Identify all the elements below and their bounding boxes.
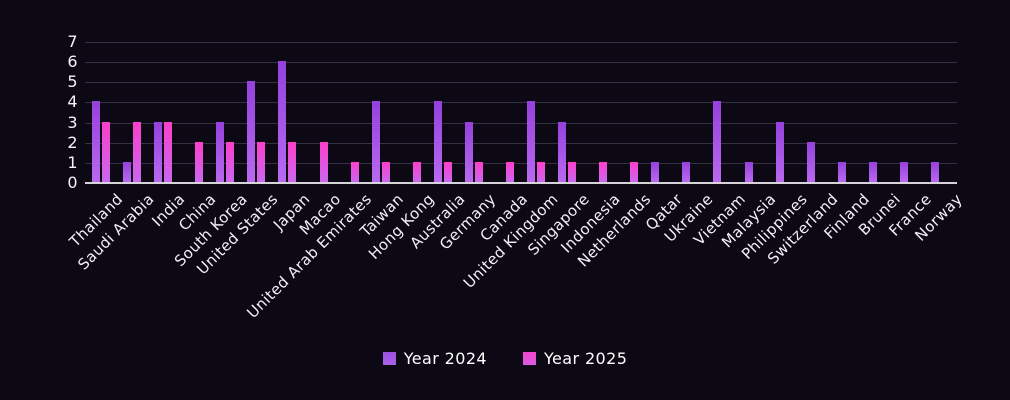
y-tick-label: 4 [67, 92, 78, 111]
bar-year-2025-taiwan [382, 162, 390, 182]
legend: Year 2024 Year 2025 [0, 349, 1010, 368]
bar-year-2024-brunei [869, 162, 877, 182]
bar-year-2024-singapore [558, 122, 566, 182]
gridline [85, 82, 957, 83]
bar-year-2024-australia [434, 101, 442, 182]
bar-year-2025-united-states [257, 142, 265, 182]
y-tick-label: 2 [67, 133, 78, 152]
y-tick-label: 0 [67, 173, 78, 192]
bar-year-2024-taiwan [372, 101, 380, 182]
bar-year-2025-japan [288, 142, 296, 182]
legend-swatch-icon [382, 352, 396, 365]
bar-year-2024-ukraine [682, 162, 690, 182]
bar-year-2025-china [195, 142, 203, 182]
legend-label: Year 2025 [544, 349, 628, 368]
legend-item-year-2024[interactable]: Year 2024 [382, 349, 487, 368]
y-tick-label: 7 [67, 32, 78, 51]
gridline [85, 102, 957, 103]
bar-year-2024-south-korea [216, 122, 224, 182]
gridline [85, 163, 957, 164]
bar-year-2024-vietnam [713, 101, 721, 182]
bar-year-2024-switzerland [807, 142, 815, 182]
bar-year-2025-singapore [568, 162, 576, 182]
gridline [85, 62, 957, 63]
bar-year-2024-saudi-arabia [123, 162, 131, 182]
bar-year-2024-qatar [651, 162, 659, 182]
bar-year-2024-thailand [92, 101, 100, 182]
legend-label: Year 2024 [403, 349, 487, 368]
gridline [85, 42, 957, 43]
y-tick-label: 5 [67, 72, 78, 91]
bar-year-2025-australia [444, 162, 452, 182]
bar-year-2024-france [900, 162, 908, 182]
gridline [85, 143, 957, 144]
bar-year-2025-germany [475, 162, 483, 182]
y-tick-label: 6 [67, 52, 78, 71]
bar-year-2025-indonesia [599, 162, 607, 182]
bar-year-2025-macao [320, 142, 328, 182]
bar-year-2025-canada [506, 162, 514, 182]
bar-year-2025-united-kingdom [537, 162, 545, 182]
y-tick-label: 1 [67, 153, 78, 172]
bar-year-2024-finland [838, 162, 846, 182]
bar-year-2024-malaysia [745, 162, 753, 182]
bar-year-2024-germany [465, 122, 473, 182]
bar-year-2024-india [154, 122, 162, 182]
bar-year-2024-norway [931, 162, 939, 182]
bar-year-2025-thailand [102, 122, 110, 182]
bar-year-2024-philippines [776, 122, 784, 182]
gridline [85, 123, 957, 124]
y-tick-label: 3 [67, 113, 78, 132]
bar-year-2025-south-korea [226, 142, 234, 182]
bar-year-2025-hong-kong [413, 162, 421, 182]
bar-year-2024-united-kingdom [527, 101, 535, 182]
bar-year-2025-india [164, 122, 172, 182]
bar-year-2024-united-states [247, 81, 255, 182]
bar-year-2025-united-arab-emirates [351, 162, 359, 182]
bar-year-2025-saudi-arabia [133, 122, 141, 182]
bar-year-2024-japan [278, 61, 286, 182]
bar-year-2025-netherlands [630, 162, 638, 182]
legend-item-year-2025[interactable]: Year 2025 [523, 349, 627, 368]
x-axis-line [85, 182, 957, 184]
legend-swatch-icon [523, 352, 536, 365]
